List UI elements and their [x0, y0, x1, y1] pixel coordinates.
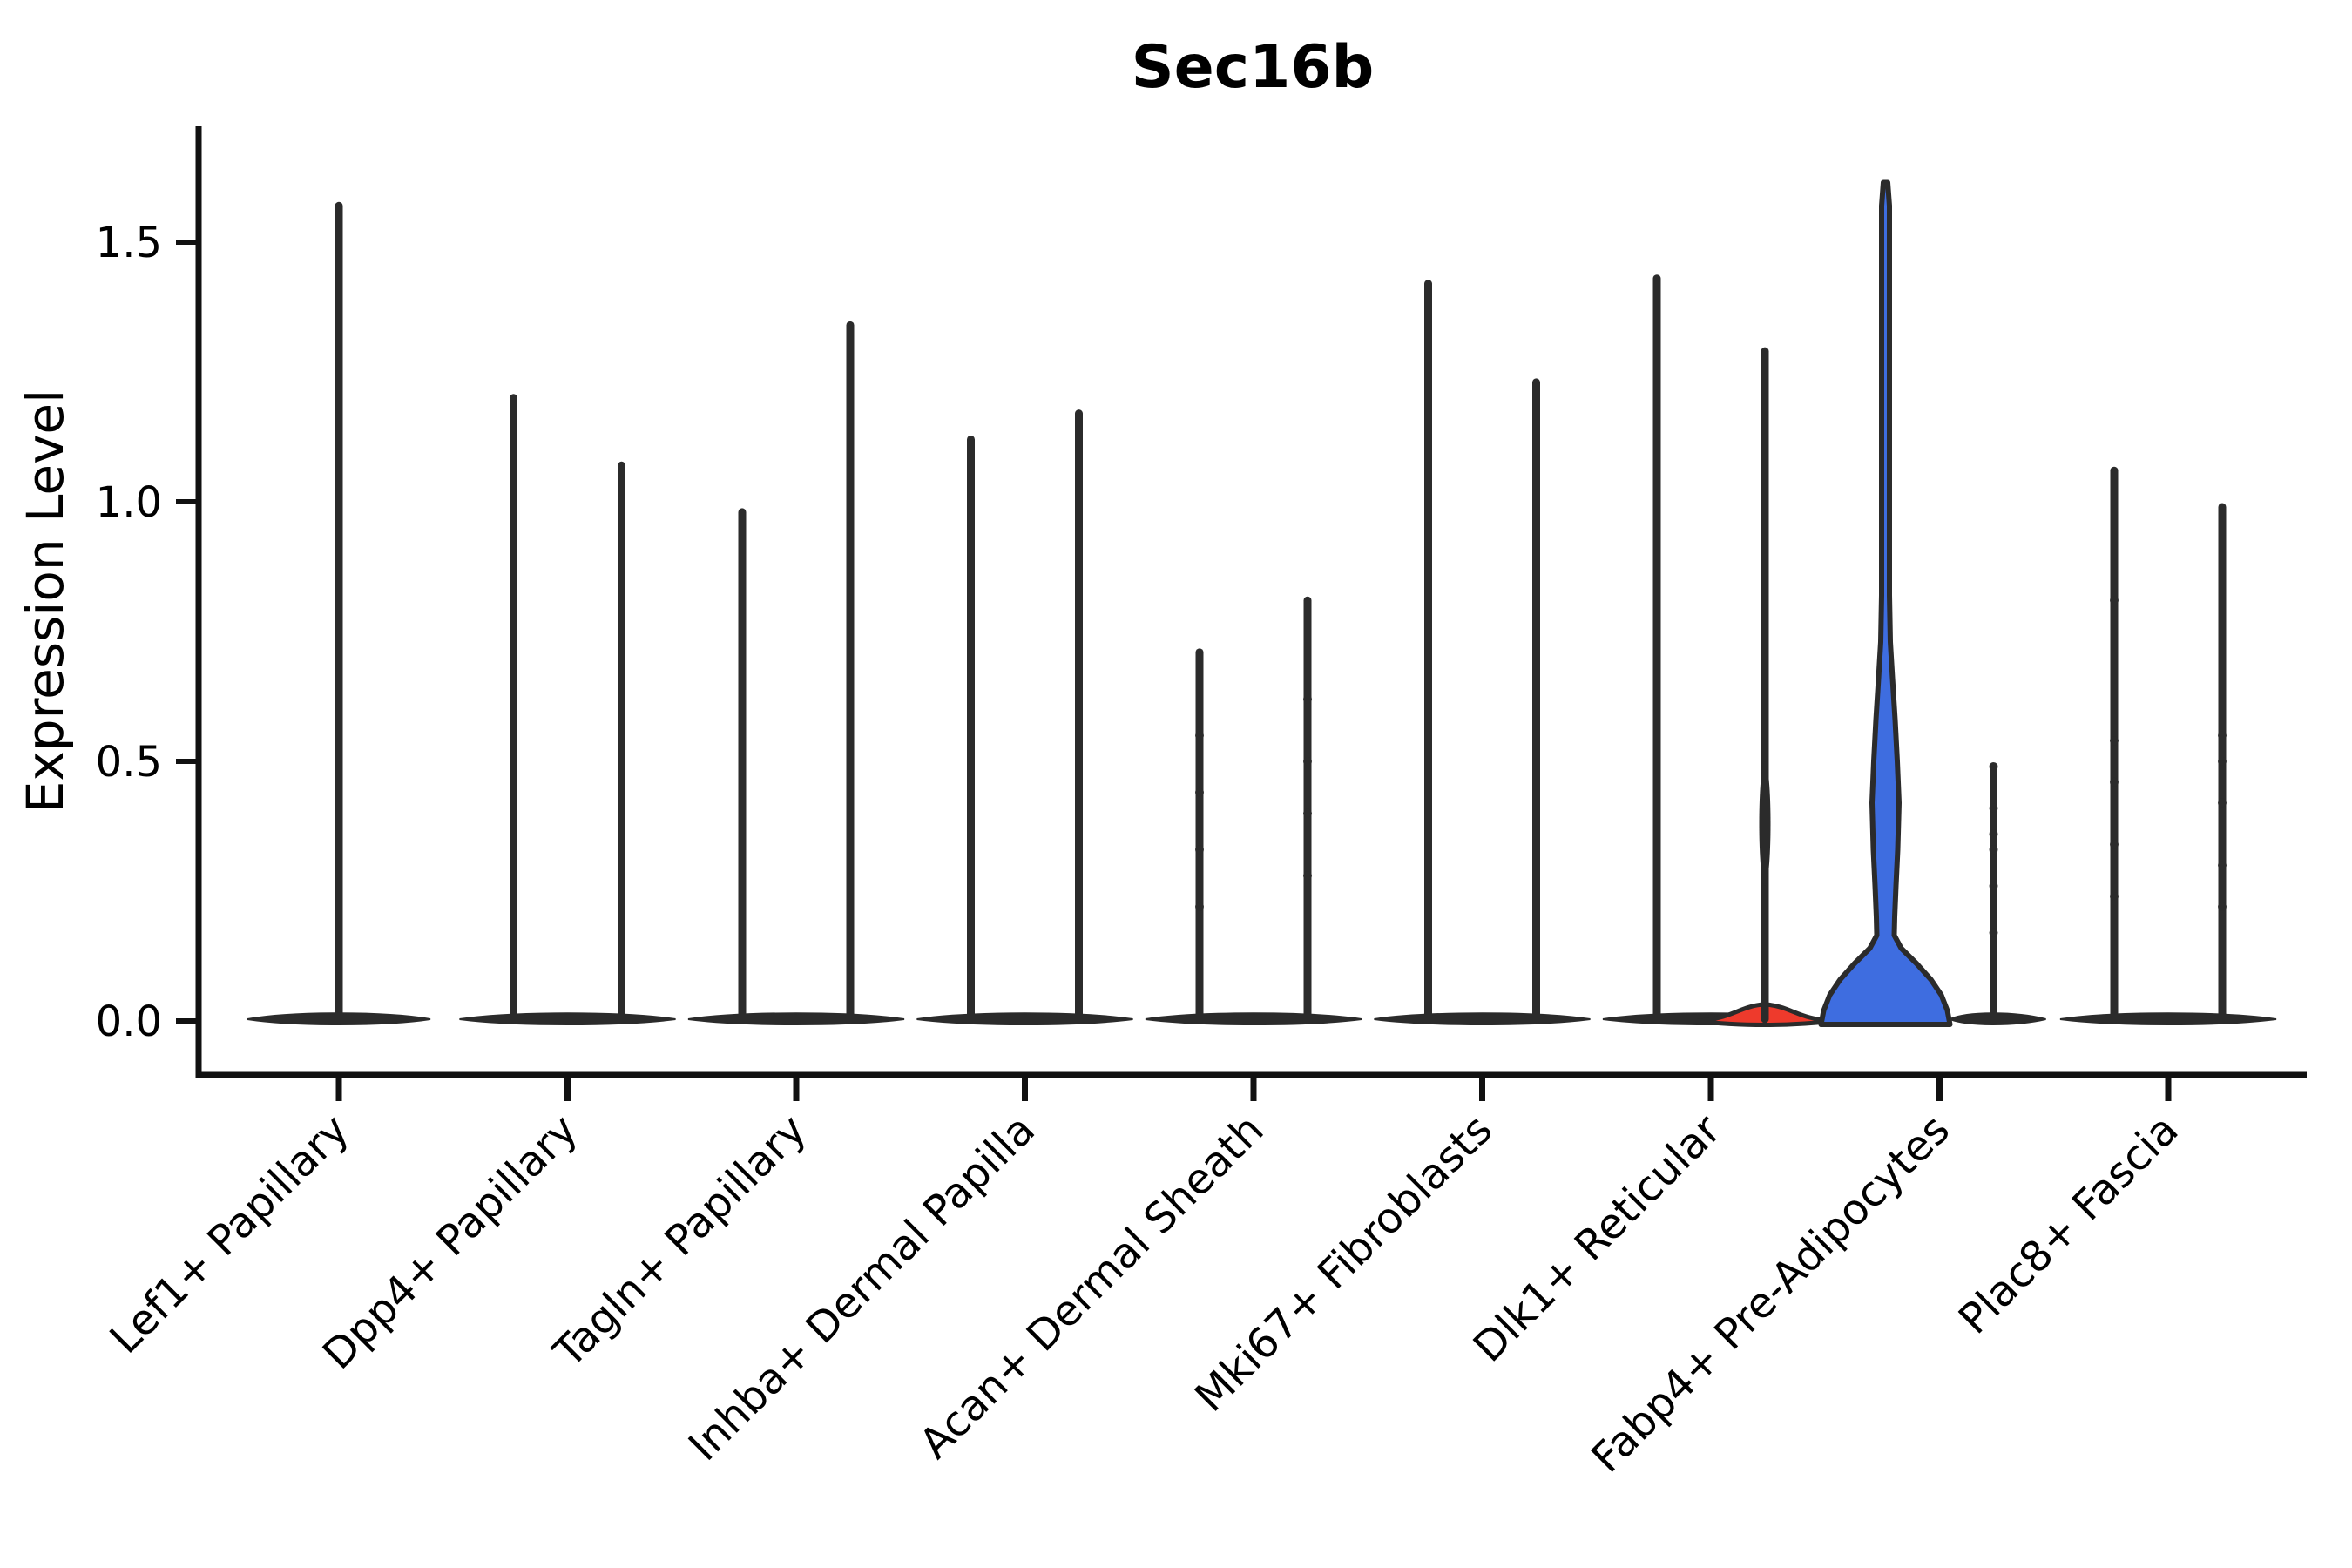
- violin-base: [459, 1012, 676, 1025]
- y-tick-label: 1.0: [96, 478, 162, 527]
- expression-point: [2110, 891, 2119, 901]
- x-tick-label: Tagln+ Papillary: [544, 1105, 815, 1377]
- y-tick-label: 0.5: [96, 738, 162, 787]
- expression-point: [1303, 694, 1312, 704]
- y-axis-label: Expression Level: [16, 389, 75, 813]
- y-tick-label: 1.5: [96, 219, 162, 267]
- expression-point: [2110, 596, 2119, 605]
- chart-title: Sec16b: [1132, 33, 1375, 102]
- expression-point: [1989, 928, 1998, 937]
- expression-point: [2218, 902, 2227, 911]
- expression-point: [1195, 731, 1204, 740]
- x-tick-label: Dpp4+ Papillary: [314, 1105, 587, 1379]
- violin-base: [1145, 1012, 1362, 1025]
- expression-point: [2110, 777, 2119, 787]
- expression-point: [2110, 840, 2119, 849]
- violin-base: [2059, 1012, 2277, 1025]
- expression-point: [1195, 902, 1204, 911]
- violin-base: [1374, 1012, 1591, 1025]
- expression-point: [1303, 757, 1312, 766]
- expression-point: [1303, 808, 1312, 818]
- expression-point: [2218, 757, 2227, 766]
- expression-point: [2218, 731, 2227, 740]
- y-tick-label: 0.0: [96, 997, 162, 1046]
- expression-point: [1303, 871, 1312, 881]
- axes: 0.0 0.5 1.0 1.5: [96, 126, 2307, 1101]
- violins-layer: [247, 179, 2277, 1027]
- violin-base: [1947, 1012, 2046, 1025]
- expression-point: [1989, 761, 1998, 771]
- expression-point: [2218, 861, 2227, 870]
- expression-point: [1989, 829, 1998, 839]
- expression-point: [2218, 798, 2227, 808]
- expression-point: [2110, 736, 2119, 746]
- x-tick-label: Dlk1+ Reticular: [1464, 1105, 1731, 1372]
- expression-point: [1989, 803, 1998, 813]
- expression-point: [1195, 787, 1204, 797]
- x-tick-label: Plac8+ Fascia: [1950, 1105, 2188, 1344]
- expression-point: [1989, 845, 1998, 855]
- violin-base: [916, 1012, 1133, 1025]
- spike-bulge: [1759, 761, 1771, 887]
- x-tick-label: Lef1+ Papillary: [101, 1105, 359, 1363]
- violin-base: [687, 1012, 905, 1025]
- expression-point: [1989, 882, 1998, 891]
- blue-violin-body: [1818, 179, 1953, 1027]
- expression-point: [1195, 845, 1204, 855]
